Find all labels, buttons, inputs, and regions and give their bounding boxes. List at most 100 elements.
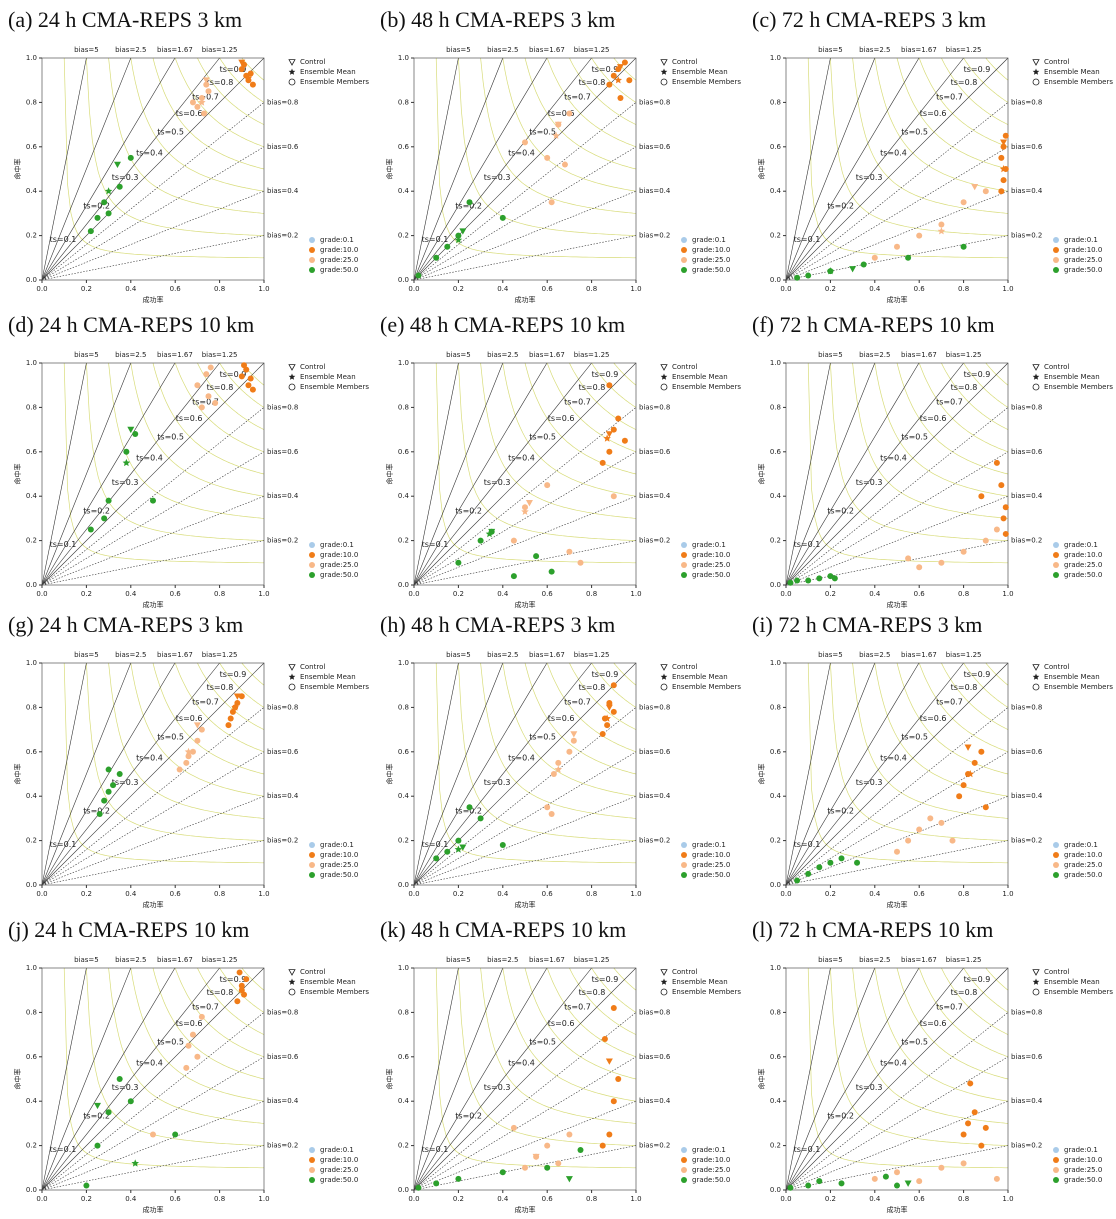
y-tick-label: 1.0 xyxy=(26,659,37,667)
mean-point xyxy=(521,507,529,515)
bias-line xyxy=(785,967,876,1191)
bias-label: bias=2.5 xyxy=(115,46,146,54)
legend-swatch xyxy=(309,842,315,848)
legend-label: Control xyxy=(672,663,697,671)
mean-point xyxy=(603,434,611,442)
bias-line xyxy=(785,967,831,1191)
bias-label: bias=0.8 xyxy=(1011,703,1042,711)
bias-one-line xyxy=(785,57,1009,281)
bias-label: bias=1.67 xyxy=(901,46,937,54)
y-tick-label: 0.4 xyxy=(770,792,782,800)
legend-label: grade:10.0 xyxy=(692,1156,730,1164)
ts-label: ts=0.4 xyxy=(880,149,907,158)
member-point xyxy=(794,274,801,281)
member-point xyxy=(615,1076,622,1082)
ts-label: ts=0.8 xyxy=(951,383,978,392)
legend-label: grade:10.0 xyxy=(320,851,358,859)
ts-label: ts=0.8 xyxy=(951,988,978,997)
control-point xyxy=(605,431,613,438)
bias-label: bias=2.5 xyxy=(115,351,146,359)
legend-label: grade:10.0 xyxy=(1064,851,1102,859)
legend-label: Ensemble Mean xyxy=(672,68,728,76)
ts-label: ts=0.2 xyxy=(827,1112,854,1121)
y-tick-label: 0.4 xyxy=(26,492,38,500)
y-tick-label: 0.0 xyxy=(26,881,37,889)
ts-label: ts=0.7 xyxy=(564,398,591,407)
y-axis-label: 命中率 xyxy=(757,464,766,485)
ts-curve xyxy=(985,57,1009,81)
bias-line xyxy=(41,1056,265,1191)
control-point xyxy=(605,1058,613,1065)
ts-curve xyxy=(963,662,1009,708)
member-point xyxy=(854,859,861,866)
member-point xyxy=(971,759,978,766)
legend-label: Ensemble Members xyxy=(672,683,741,691)
bias-line xyxy=(413,795,637,886)
member-point xyxy=(599,1142,606,1149)
bias-label: bias=2.5 xyxy=(859,351,890,359)
ts-label: ts=0.9 xyxy=(220,370,247,379)
ts-curve xyxy=(108,57,265,214)
panel-title: (d) 24 h CMA-REPS 10 km xyxy=(8,312,254,337)
y-tick-label: 1.0 xyxy=(770,659,781,667)
mean-point xyxy=(966,770,975,778)
member-point xyxy=(805,1182,812,1189)
x-tick-label: 0.6 xyxy=(170,590,182,598)
bias-label: bias=5 xyxy=(446,651,471,659)
x-axis-label: 成功率 xyxy=(143,900,164,909)
y-axis-label: 命中率 xyxy=(13,159,22,180)
y-tick-label: 0.4 xyxy=(398,187,410,195)
x-tick-label: 0.8 xyxy=(958,1195,969,1203)
ts-label: ts=0.5 xyxy=(901,733,928,742)
ts-curve xyxy=(918,362,1009,453)
x-tick-label: 0.6 xyxy=(914,285,926,293)
member-point xyxy=(982,804,989,811)
bias-label: bias=5 xyxy=(818,956,843,964)
x-tick-label: 0.4 xyxy=(869,590,881,598)
ts-curve xyxy=(591,362,637,408)
ts-label: ts=0.8 xyxy=(579,683,606,692)
x-tick-label: 0.0 xyxy=(408,890,419,898)
legend-swatch xyxy=(1053,872,1059,878)
ts-label: ts=0.7 xyxy=(192,398,219,407)
mean-point xyxy=(614,76,622,84)
member-point xyxy=(555,759,562,766)
control-point xyxy=(532,1153,540,1161)
member-point xyxy=(249,81,256,88)
bias-label: bias=0.8 xyxy=(267,403,298,411)
member-point xyxy=(415,1184,422,1191)
ts-label: ts=0.6 xyxy=(548,414,575,423)
ts-curve xyxy=(613,967,637,991)
ts-label: ts=0.4 xyxy=(136,754,163,763)
legend-swatch xyxy=(309,1167,315,1173)
ts-label: ts=0.1 xyxy=(422,1145,449,1154)
x-tick-label: 0.4 xyxy=(869,1195,881,1203)
legend-marker xyxy=(288,683,296,691)
x-tick-label: 0.6 xyxy=(914,1195,926,1203)
member-point xyxy=(1002,132,1009,139)
bias-label: bias=0.6 xyxy=(639,748,671,756)
x-axis-label: 成功率 xyxy=(887,900,908,909)
ts-label: ts=0.8 xyxy=(951,78,978,87)
legend-marker xyxy=(288,664,296,671)
ts-label: ts=0.9 xyxy=(964,975,991,984)
legend-label: grade:10.0 xyxy=(692,246,730,254)
y-tick-label: 0.8 xyxy=(26,1008,37,1016)
legend-marker xyxy=(1032,68,1040,75)
ts-curve xyxy=(963,362,1009,408)
plot-frame xyxy=(785,967,1009,1191)
bias-label: bias=0.6 xyxy=(1011,1053,1043,1061)
member-point xyxy=(544,482,551,489)
ts-label: ts=0.6 xyxy=(548,109,575,118)
member-point xyxy=(860,261,867,268)
mean-point xyxy=(826,267,835,275)
mean-point xyxy=(131,1159,139,1167)
legend-label: Ensemble Members xyxy=(1044,78,1113,86)
legend-swatch xyxy=(1053,1157,1059,1163)
ts-label: ts=0.7 xyxy=(936,1003,963,1012)
legend-marker xyxy=(1032,59,1040,66)
member-point xyxy=(238,66,245,73)
ts-curve xyxy=(941,362,1009,430)
legend-label: grade:0.1 xyxy=(320,1146,354,1154)
ts-label: ts=0.7 xyxy=(192,93,219,102)
